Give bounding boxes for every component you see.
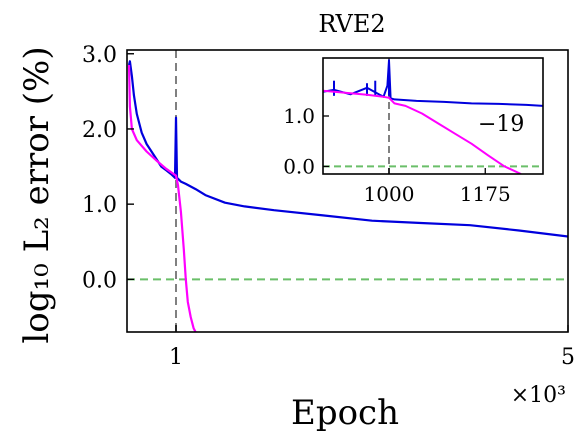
inset-background <box>323 58 543 174</box>
y-tick-label-0: 3.0 <box>82 43 117 68</box>
y-tick-label-1: 2.0 <box>82 118 117 143</box>
inset-plot-lines <box>323 58 543 174</box>
y-axis-label: log₁₀ L₂ error (%) <box>17 46 57 343</box>
inset-annotation: −19 <box>478 112 524 137</box>
y-tick-label-2: 1.0 <box>82 193 117 218</box>
inset-axis-ticks: 1000 1175 1.0 0.0 <box>283 104 511 206</box>
main-plot-lines <box>127 50 568 332</box>
x-tick-label-1: 5 <box>561 345 575 370</box>
inset-x-tick-label-1: 1175 <box>460 182 511 206</box>
chart-title: RVE2 <box>318 10 385 38</box>
x-tick-label-0: 1 <box>169 345 183 370</box>
inset-y-tick-label-1: 0.0 <box>283 154 315 178</box>
x-axis-label: Epoch <box>291 393 399 433</box>
main-series-line-0 <box>127 60 568 238</box>
x-axis-multiplier: ×10³ <box>511 383 566 408</box>
inset-y-tick-label-0: 1.0 <box>283 104 315 128</box>
main-plot-frame <box>126 49 569 333</box>
main-axis-ticks: 1 5 3.0 2.0 1.0 0.0 <box>82 43 575 370</box>
y-tick-label-3: 0.0 <box>82 268 117 293</box>
main-series-line-1 <box>127 64 197 332</box>
inset-series-line-1 <box>323 89 522 174</box>
inset-x-tick-label-0: 1000 <box>364 182 415 206</box>
